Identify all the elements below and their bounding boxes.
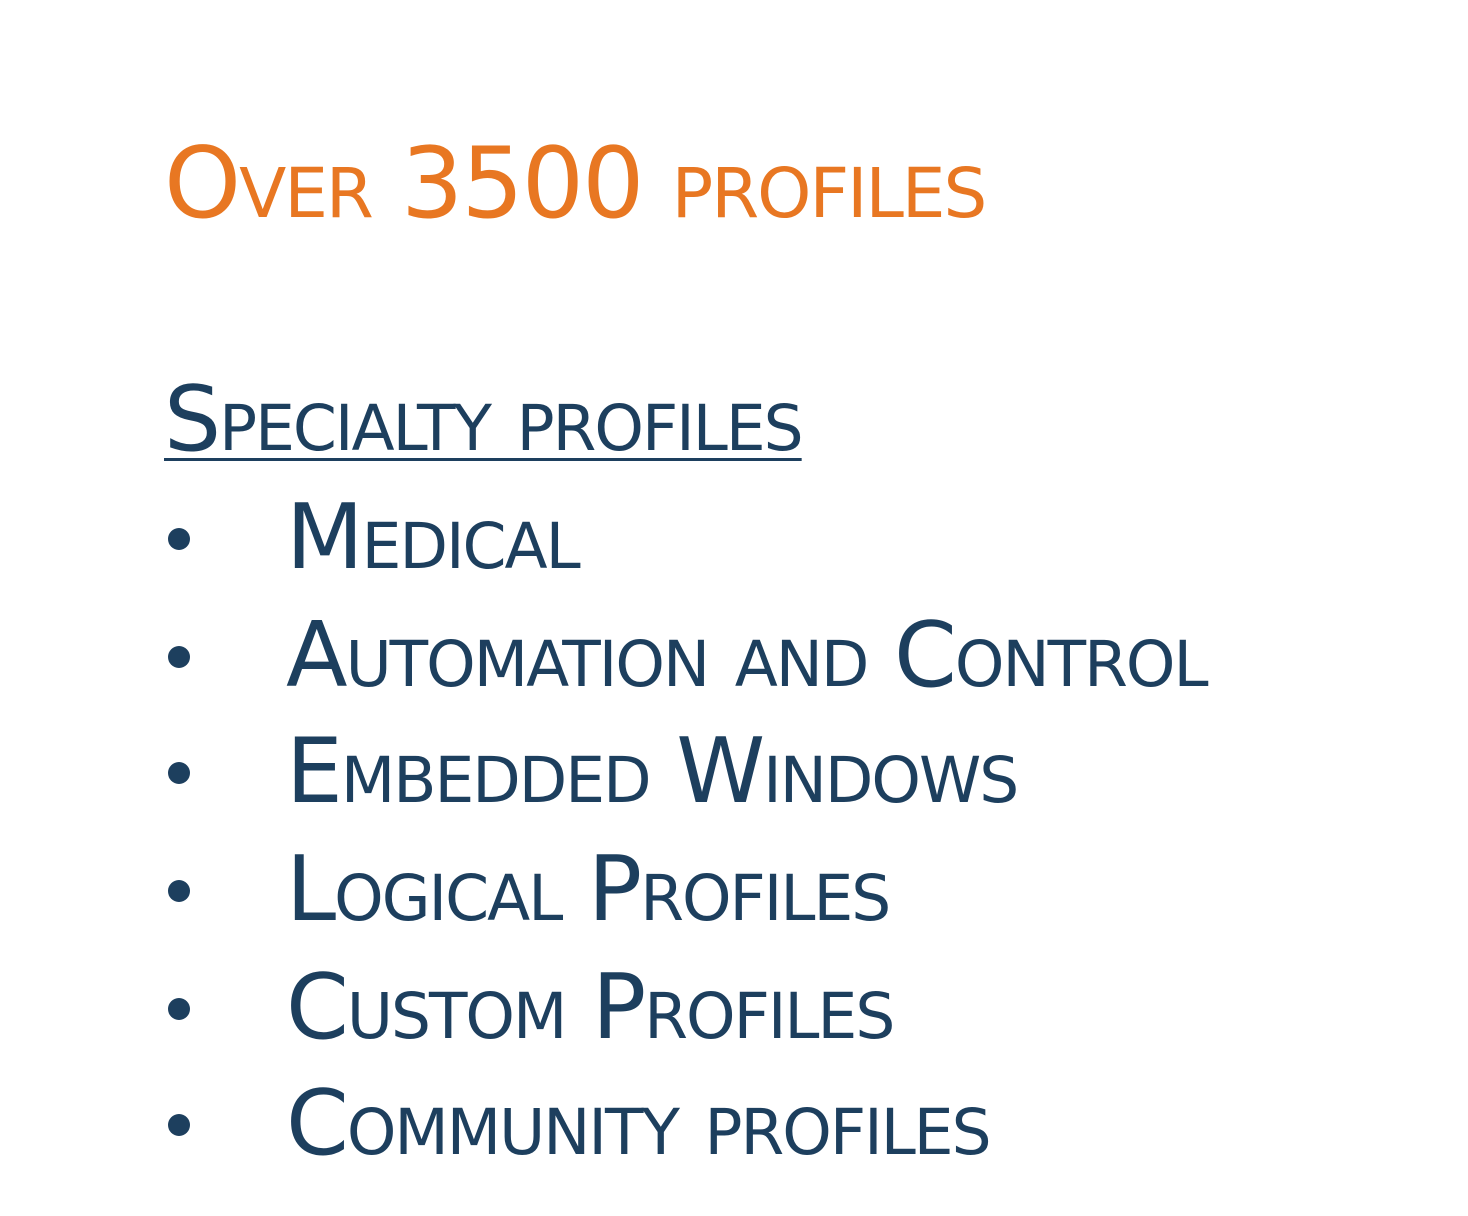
bullet-text: Community profiles [286, 1071, 992, 1176]
bullet-dot-icon [168, 762, 190, 784]
bullet-text: Custom Profiles [286, 955, 895, 1060]
bullet-dot-icon [168, 528, 190, 550]
bullet-text: Embedded Windows [286, 719, 1019, 824]
slide-subtitle: Specialty profiles [164, 367, 804, 472]
bullet-text: Medical [286, 485, 581, 590]
bullet-text: Logical Profiles [286, 837, 891, 942]
bullet-text: Automation and Control [286, 603, 1209, 708]
bullet-dot-icon [168, 1114, 190, 1136]
slide-title: Over 3500 profiles [164, 127, 987, 241]
bullet-dot-icon [168, 646, 190, 668]
bullet-dot-icon [168, 998, 190, 1020]
bullet-dot-icon [168, 880, 190, 902]
